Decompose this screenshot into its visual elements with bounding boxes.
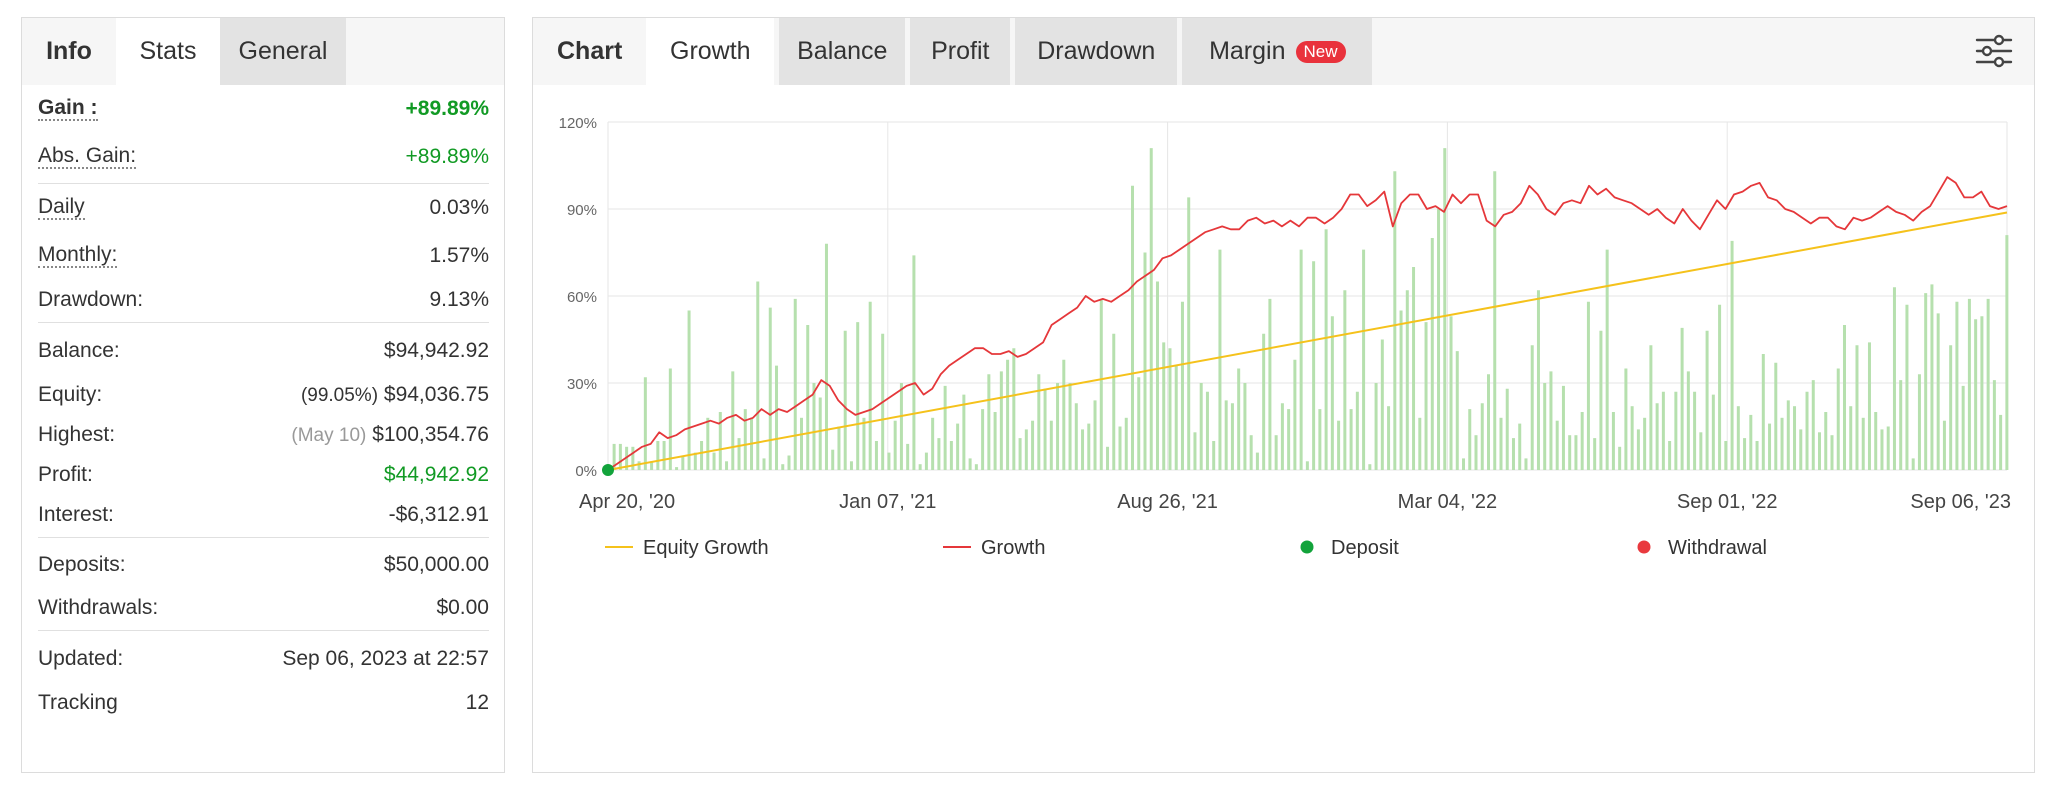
row-deposits: Deposits: $50,000.00 (38, 538, 489, 588)
row-updated: Updated: Sep 06, 2023 at 22:57 (38, 631, 489, 683)
new-badge: New (1295, 40, 1346, 63)
chart-tabs: Chart Growth Balance Profit Drawdown Mar… (533, 18, 2034, 85)
tab-balance[interactable]: Balance (779, 18, 906, 85)
equity-label: Equity: (38, 383, 103, 406)
legend-withdrawal: Withdrawal (1637, 537, 1767, 559)
balance-label: Balance: (38, 339, 120, 362)
row-drawdown: Drawdown: 9.13% (38, 280, 489, 320)
tab-chart: Chart (533, 18, 647, 85)
deposits-label: Deposits: (38, 553, 126, 576)
stats-tabs: Info Stats General (22, 18, 504, 85)
divider (38, 322, 489, 323)
interest-value: -$6,312.91 (388, 503, 489, 526)
abs-gain-label[interactable]: Abs. Gain: (38, 144, 137, 169)
daily-bars (612, 148, 2009, 470)
legend-growth-label: Growth (981, 537, 1045, 559)
row-equity: Equity: (99.05%) $94,036.75 (38, 375, 489, 415)
row-balance: Balance: $94,942.92 (38, 323, 489, 375)
highest-label: Highest: (38, 423, 116, 446)
abs-gain-value: +89.89% (405, 145, 490, 168)
equity-percent: (99.05%) (300, 385, 379, 406)
deposits-value: $50,000.00 (383, 553, 489, 576)
x-tick-label: Sep 06, '23 (1910, 491, 2011, 513)
daily-value: 0.03% (429, 196, 489, 219)
tracking-label: Tracking (38, 691, 118, 714)
interest-label: Interest: (38, 503, 114, 526)
chart-legend: Equity Growth Growth Deposit Withdrawal (605, 537, 1767, 559)
legend-deposit-swatch (1300, 540, 1314, 554)
row-profit: Profit: $44,942.92 (38, 455, 489, 495)
chart-grid (607, 121, 2008, 471)
tab-info: Info (22, 18, 116, 85)
legend-withdrawal-label: Withdrawal (1668, 537, 1767, 559)
x-tick-label: Apr 20, '20 (579, 491, 675, 513)
withdrawals-label: Withdrawals: (38, 596, 159, 619)
legend-growth: Growth (943, 537, 1045, 559)
profit-value: $44,942.92 (383, 463, 489, 486)
stats-panel: Info Stats General Gain : +89.89% Abs. G… (21, 17, 505, 773)
row-daily: Daily 0.03% (38, 184, 489, 232)
growth-chart: 0% 30% 60% 90% 120% Apr 20, '20 Jan 07, '21 Au… (559, 115, 2011, 559)
monthly-label[interactable]: Monthly: (38, 243, 118, 268)
y-axis-labels: 0% 30% 60% 90% 120% (559, 115, 597, 480)
equity-growth-line (607, 211, 2008, 471)
deposit-point (602, 464, 614, 476)
growth-line (607, 176, 2008, 471)
balance-value: $94,942.92 (383, 339, 489, 362)
y-tick-label: 0% (575, 463, 597, 480)
tab-stats[interactable]: Stats (116, 18, 220, 85)
updated-label: Updated: (38, 647, 124, 670)
row-interest: Interest: -$6,312.91 (38, 495, 489, 535)
withdrawals-value: $0.00 (436, 596, 489, 619)
equity-value-group: (99.05%) $94,036.75 (301, 383, 489, 407)
x-tick-label: Sep 01, '22 (1677, 491, 1778, 513)
y-tick-label: 120% (559, 115, 597, 132)
stats-rows: Gain : +89.89% Abs. Gain: +89.89% Daily … (22, 85, 504, 723)
gain-value: +89.89% (405, 97, 490, 120)
x-tick-label: Jan 07, '21 (839, 491, 936, 513)
tab-general[interactable]: General (220, 18, 346, 85)
updated-value: Sep 06, 2023 at 22:57 (282, 647, 489, 670)
row-highest: Highest: (May 10) $100,354.76 (38, 415, 489, 455)
tab-margin-label: Margin (1209, 37, 1286, 65)
monthly-value: 1.57% (429, 244, 489, 267)
gain-label[interactable]: Gain : (38, 96, 98, 121)
tab-profit[interactable]: Profit (910, 18, 1011, 85)
row-withdrawals: Withdrawals: $0.00 (38, 588, 489, 628)
highest-value: $100,354.76 (372, 423, 489, 446)
tracking-value[interactable]: 12 (465, 691, 489, 714)
x-axis-labels: Apr 20, '20 Jan 07, '21 Aug 26, '21 Mar 04,… (579, 491, 2011, 513)
row-abs-gain: Abs. Gain: +89.89% (38, 133, 489, 181)
tab-growth[interactable]: Growth (646, 18, 775, 85)
legend-equity-growth: Equity Growth (605, 537, 769, 559)
y-tick-label: 90% (567, 202, 597, 219)
legend-equity-growth-label: Equity Growth (643, 537, 769, 559)
sliders-icon[interactable] (1974, 32, 2014, 70)
legend-deposit: Deposit (1300, 537, 1399, 559)
legend-deposit-label: Deposit (1331, 537, 1399, 559)
y-tick-label: 60% (567, 289, 597, 306)
divider (38, 183, 489, 184)
equity-value: $94,036.75 (383, 383, 489, 406)
row-tracking: Tracking 12 (38, 683, 489, 723)
drawdown-label: Drawdown: (38, 288, 144, 311)
chart-panel: Chart Growth Balance Profit Drawdown Mar… (532, 17, 2035, 773)
x-tick-label: Mar 04, '22 (1398, 491, 1497, 513)
highest-date: (May 10) (291, 425, 367, 446)
x-tick-label: Aug 26, '21 (1117, 491, 1218, 513)
tab-drawdown[interactable]: Drawdown (1015, 18, 1178, 85)
profit-label: Profit: (38, 463, 93, 486)
y-tick-label: 30% (567, 376, 597, 393)
tab-margin[interactable]: Margin New (1182, 18, 1373, 85)
highest-value-group: (May 10) $100,354.76 (291, 423, 489, 447)
daily-label[interactable]: Daily (38, 195, 85, 220)
chart-lines (602, 176, 2008, 476)
row-monthly: Monthly: 1.57% (38, 232, 489, 280)
divider (38, 630, 489, 631)
legend-withdrawal-swatch (1637, 540, 1651, 554)
divider (38, 537, 489, 538)
drawdown-value: 9.13% (429, 288, 489, 311)
row-gain: Gain : +89.89% (38, 85, 489, 133)
